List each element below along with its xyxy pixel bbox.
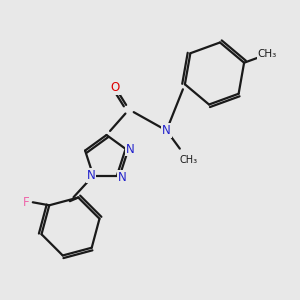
Text: CH₃: CH₃ bbox=[179, 154, 197, 165]
Text: O: O bbox=[111, 81, 120, 94]
Text: F: F bbox=[23, 196, 29, 209]
Text: N: N bbox=[126, 142, 135, 155]
Text: CH₃: CH₃ bbox=[258, 49, 277, 59]
Text: N: N bbox=[86, 169, 95, 182]
Text: N: N bbox=[162, 124, 171, 137]
Text: N: N bbox=[118, 171, 127, 184]
